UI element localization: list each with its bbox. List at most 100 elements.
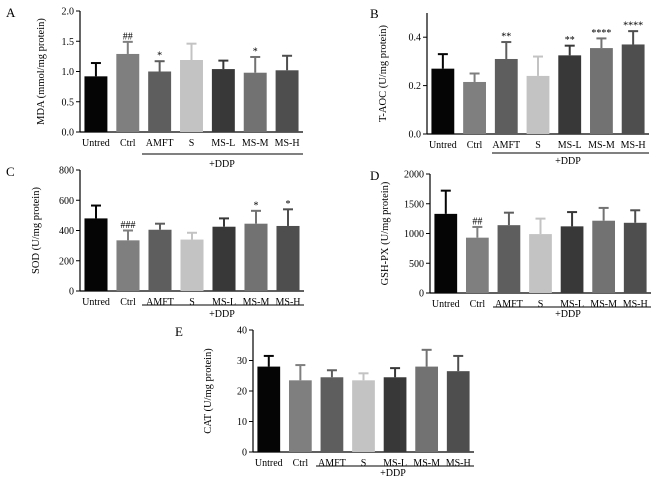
category-label: MS-H bbox=[621, 140, 646, 151]
y-tick-label: 1.5 bbox=[62, 37, 75, 48]
panel-letter: D bbox=[370, 168, 379, 183]
bar bbox=[288, 380, 312, 452]
y-tick-label: 400 bbox=[59, 226, 74, 237]
bar bbox=[590, 48, 613, 135]
bar bbox=[383, 377, 407, 452]
significance-label: * bbox=[286, 199, 291, 210]
significance-label: * bbox=[157, 51, 162, 62]
category-label: MS-L bbox=[212, 297, 236, 308]
bar bbox=[257, 366, 281, 452]
category-label: MS-M bbox=[242, 138, 269, 149]
y-tick-label: 500 bbox=[409, 259, 424, 270]
bar bbox=[560, 226, 584, 293]
y-tick-label: 40 bbox=[237, 326, 247, 337]
bar bbox=[243, 72, 267, 132]
y-tick-label: 1500 bbox=[404, 199, 424, 210]
category-label: MS-H bbox=[275, 297, 300, 308]
y-axis-label: GSH-PX (U/mg protein) bbox=[380, 181, 391, 285]
category-label: MS-L bbox=[560, 299, 584, 310]
category-label: MS-M bbox=[590, 299, 617, 310]
chart-panel-E: E 0 10 20 30 40 CAT (U/mg protein) Untred Ctrl AM… bbox=[175, 324, 474, 479]
category-label: S bbox=[189, 138, 195, 149]
y-tick-label: 20 bbox=[237, 387, 247, 398]
bar bbox=[497, 225, 521, 293]
y-axis-label: T-AOC (U/mg protein) bbox=[378, 24, 389, 122]
category-label: Untred bbox=[429, 140, 457, 151]
ddp-group-label: +DDP bbox=[380, 468, 406, 479]
bar bbox=[431, 68, 455, 134]
bar bbox=[465, 237, 489, 293]
bar bbox=[494, 58, 518, 135]
chart-panel-A: A 0.0 0.5 1.0 1.5 2.0 MDA (mmol/mg protein) Unt… bbox=[6, 5, 303, 170]
category-label: MS-H bbox=[446, 458, 471, 469]
y-tick-label: 0.5 bbox=[62, 97, 75, 108]
bar bbox=[463, 81, 486, 134]
bar bbox=[446, 371, 470, 452]
bar bbox=[275, 70, 299, 132]
significance-label: ** bbox=[501, 32, 511, 43]
bar bbox=[623, 222, 647, 293]
y-axis-label: CAT (U/mg protein) bbox=[203, 348, 214, 434]
category-label: Ctrl bbox=[470, 299, 486, 310]
bar bbox=[621, 44, 645, 134]
bar bbox=[352, 380, 375, 452]
y-axis-label: SOD (U/mg protein) bbox=[31, 187, 42, 274]
y-tick-label: 2.0 bbox=[62, 7, 75, 18]
bar bbox=[320, 377, 344, 452]
significance-label: * bbox=[254, 200, 259, 211]
panel-letter: E bbox=[175, 324, 183, 339]
category-label: AMFT bbox=[146, 297, 174, 308]
significance-label: **** bbox=[623, 21, 643, 32]
bar bbox=[244, 223, 268, 291]
significance-label: ** bbox=[565, 35, 575, 46]
panel-letter: B bbox=[370, 6, 379, 21]
bar bbox=[434, 213, 458, 293]
bar bbox=[276, 225, 300, 291]
category-label: MS-M bbox=[413, 458, 440, 469]
chart-panel-B: B 0.0 0.2 0.4 T-AOC (U/mg protein) Untred Ctrl… bbox=[370, 6, 649, 167]
category-label: S bbox=[361, 458, 367, 469]
bar bbox=[415, 366, 439, 452]
ddp-group-label: +DDP bbox=[209, 309, 235, 320]
category-label: AMFT bbox=[492, 140, 520, 151]
category-label: MS-L bbox=[383, 458, 407, 469]
significance-label: ### bbox=[121, 220, 136, 231]
y-tick-label: 1000 bbox=[404, 229, 424, 240]
y-tick-label: 10 bbox=[237, 417, 247, 428]
bar bbox=[148, 229, 172, 291]
y-tick-label: 0 bbox=[419, 289, 424, 300]
category-label: Untred bbox=[432, 299, 460, 310]
bar bbox=[148, 71, 172, 132]
ddp-group-label: +DDP bbox=[555, 309, 581, 320]
category-label: Ctrl bbox=[120, 138, 136, 149]
category-label: Untred bbox=[255, 458, 283, 469]
category-label: Untred bbox=[82, 297, 110, 308]
significance-label: ## bbox=[472, 216, 482, 227]
chart-panel-D: D 0 500 1000 1500 2000 GSH-PX (U/mg protein) Un… bbox=[370, 168, 651, 320]
category-label: S bbox=[538, 299, 544, 310]
bar bbox=[84, 76, 108, 132]
bar bbox=[558, 55, 582, 134]
chart-panel-C: C 0 200 400 600 800 SOD (U/mg protein) Untred ##… bbox=[6, 164, 304, 320]
y-tick-label: 1.0 bbox=[62, 67, 75, 78]
category-label: Ctrl bbox=[467, 140, 483, 151]
significance-label: **** bbox=[591, 28, 611, 39]
bar bbox=[180, 60, 203, 132]
category-label: Untred bbox=[82, 138, 110, 149]
y-tick-label: 2000 bbox=[404, 170, 424, 181]
category-label: MS-L bbox=[558, 140, 582, 151]
category-label: AMFT bbox=[495, 299, 523, 310]
category-label: S bbox=[535, 140, 541, 151]
bar bbox=[526, 75, 550, 134]
bar bbox=[116, 53, 140, 132]
panel-letter: C bbox=[6, 164, 15, 179]
y-tick-label: 0.2 bbox=[409, 81, 422, 92]
ddp-group-label: +DDP bbox=[209, 159, 235, 170]
category-label: Ctrl bbox=[120, 297, 136, 308]
y-tick-label: 0 bbox=[69, 287, 74, 298]
y-tick-label: 800 bbox=[59, 166, 74, 177]
significance-label: * bbox=[253, 46, 258, 57]
bar bbox=[116, 240, 140, 291]
panel-letter: A bbox=[6, 5, 16, 20]
